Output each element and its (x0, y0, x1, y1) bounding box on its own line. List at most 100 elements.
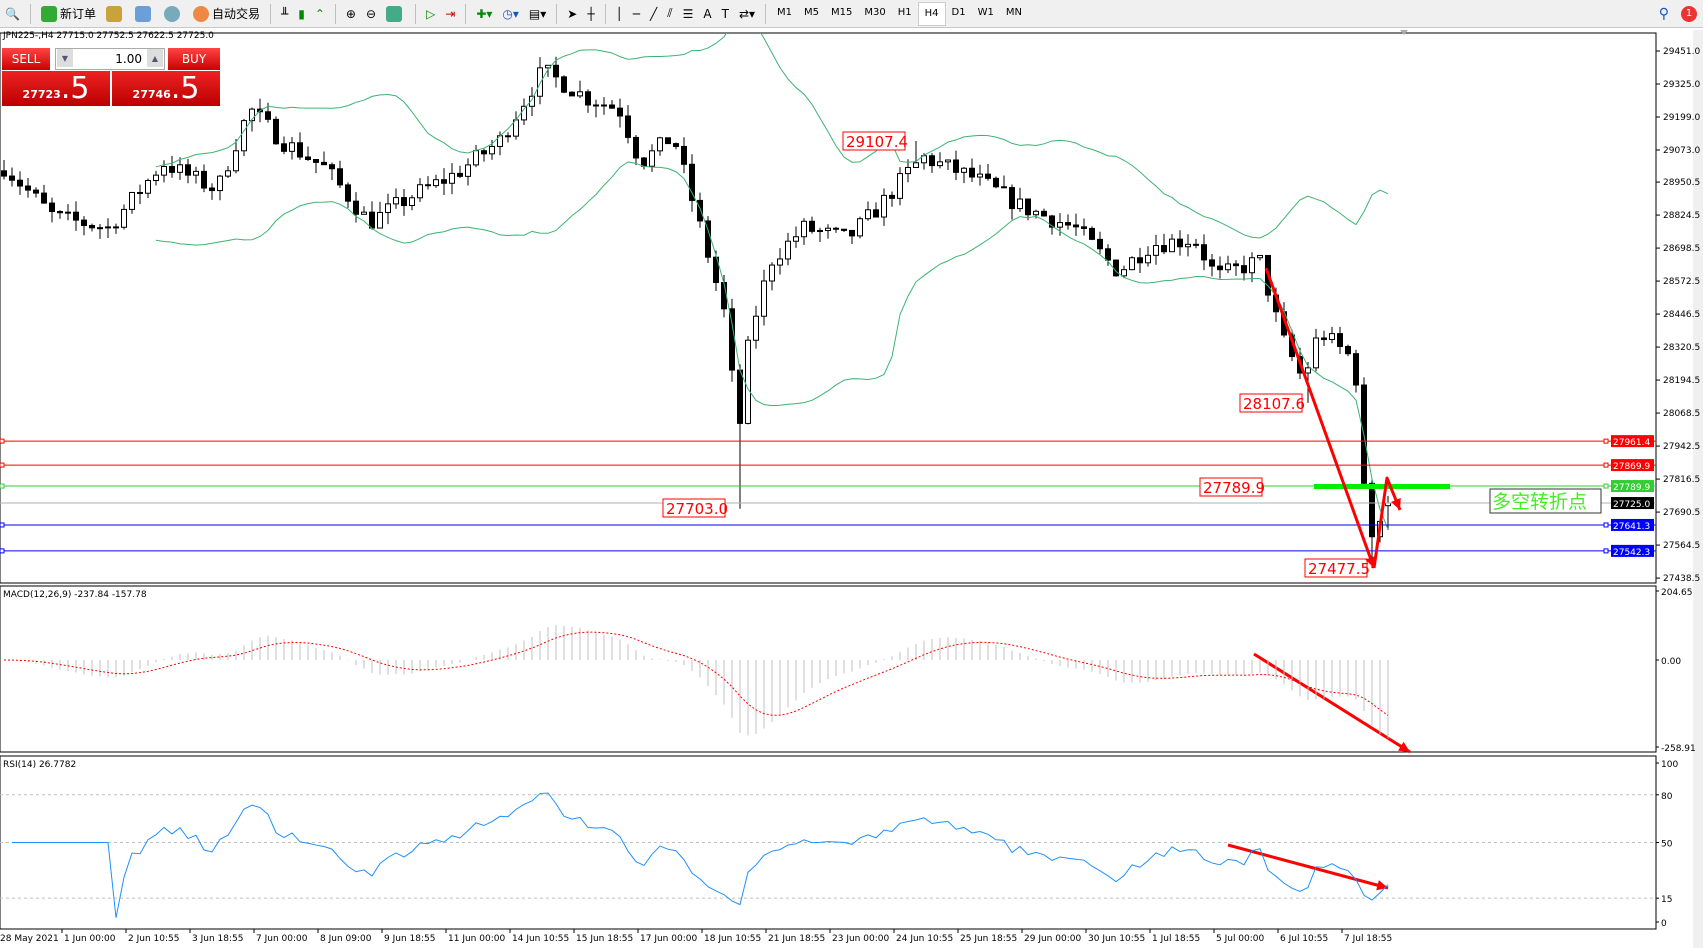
tile-icon (386, 5, 403, 22)
candle (1017, 187, 1023, 212)
macd-tick-label: -258.91 (1661, 744, 1696, 754)
periods-button[interactable]: ◷▾ (502, 6, 519, 21)
candle-body (289, 142, 295, 152)
time-label: 11 Jun 00:00 (448, 934, 505, 944)
candle-body (993, 177, 999, 188)
candle (209, 183, 215, 200)
horizontal-line-tool[interactable]: ─ (632, 6, 641, 21)
bar-chart-button[interactable]: ╨ (280, 6, 289, 21)
candle-body (657, 137, 663, 152)
candle-body (1201, 244, 1207, 261)
buy-price[interactable]: 27746.5 (112, 71, 220, 106)
candle-body (153, 174, 159, 182)
price-tick-label: 27816.5 (1663, 475, 1700, 485)
separator (269, 3, 271, 24)
new-order-icon (40, 5, 57, 22)
candle-body (393, 197, 399, 205)
indicators-button[interactable]: ✚▾ (476, 6, 493, 21)
candle (841, 228, 847, 232)
candle (881, 188, 887, 226)
candle-body (665, 137, 671, 145)
candle (1233, 260, 1239, 276)
candle-body (273, 118, 279, 145)
timeframe-w1[interactable]: W1 (977, 7, 994, 18)
candle (353, 192, 359, 223)
timeframe-m5[interactable]: M5 (804, 7, 820, 18)
templates-button[interactable]: ▤▾ (528, 6, 547, 21)
timeframe-m1[interactable]: M1 (777, 7, 793, 18)
text-label-tool[interactable]: T (721, 6, 729, 21)
candle-body (793, 236, 799, 242)
candle-body (1089, 227, 1095, 240)
candle (785, 232, 791, 266)
vertical-line-tool[interactable]: │ (615, 6, 623, 21)
new-order-button[interactable]: 新订单 (37, 3, 100, 25)
candle-body (313, 159, 319, 163)
candle (1321, 330, 1327, 346)
lot-decrease-button[interactable]: ▼ (57, 49, 73, 67)
candles (1, 56, 1391, 568)
candle-body (1025, 198, 1031, 216)
candle-body (73, 211, 79, 221)
zoom-icon[interactable]: 🔍 (5, 6, 20, 21)
tile-windows-button[interactable] (382, 3, 409, 25)
candle-body (1241, 265, 1247, 274)
level-handle (0, 522, 5, 528)
lot-size-input[interactable]: 1.00 (55, 48, 165, 70)
price-tick-label: 29199.0 (1663, 113, 1700, 123)
level-price-label: 27641.3 (1613, 522, 1650, 532)
timeframe-m15[interactable]: M15 (831, 7, 853, 18)
candle-body (1305, 367, 1311, 374)
chart-canvas[interactable]: 29451.0 29325.0 29199.0 29073.0 28950.5 28824… (0, 30, 1703, 948)
market-watch-button[interactable] (102, 3, 129, 25)
search-icon[interactable]: ⚲ (1658, 5, 1669, 22)
candle (609, 100, 615, 109)
candle (393, 188, 399, 209)
fibonacci-tool[interactable]: ☰ (682, 6, 694, 21)
channel-tool[interactable]: ⫽ (667, 6, 673, 20)
sell-button[interactable]: SELL (2, 48, 50, 70)
lot-increase-button[interactable]: ▲ (147, 49, 163, 67)
chart-shift-button[interactable]: ⇥ (445, 6, 456, 21)
notifications-badge[interactable]: 1 (1681, 5, 1697, 22)
candle (1153, 234, 1159, 265)
candle (1137, 247, 1143, 274)
candle (993, 176, 999, 189)
sell-price-main: 27723 (22, 88, 61, 101)
navigator-button[interactable] (131, 3, 158, 25)
candle-body (1233, 263, 1239, 267)
cursor-tool[interactable]: ➤ (567, 6, 578, 21)
trendline-tool[interactable]: ╱ (650, 6, 658, 21)
candle (1225, 255, 1231, 274)
timeframe-h1[interactable]: H1 (897, 7, 912, 18)
timeframe-d1[interactable]: D1 (951, 7, 966, 18)
candle-body (729, 308, 735, 371)
arrows-tool[interactable]: ⇄▾ (738, 6, 756, 21)
zoom-out-button[interactable]: ⊖ (365, 6, 377, 21)
timeframe-mn[interactable]: MN (1005, 7, 1022, 18)
candle (417, 178, 423, 202)
candle-body (761, 280, 767, 317)
candle-body (1177, 238, 1183, 248)
candle (1177, 230, 1183, 256)
buy-button[interactable]: BUY (168, 48, 220, 70)
candle-body (697, 199, 703, 222)
candlestick-button[interactable]: ▮ (298, 6, 305, 21)
candle (1169, 234, 1175, 253)
crosshair-tool[interactable]: ┼ (587, 6, 595, 21)
auto-scroll-button[interactable]: ▷ (426, 6, 436, 21)
signals-button[interactable] (160, 3, 187, 25)
time-label: 6 Jul 10:55 (1280, 934, 1328, 944)
candle-body (737, 369, 743, 424)
chart-header: JPN225-,H4 27715.0 27752.5 27622.5 27725… (3, 31, 214, 41)
candle (809, 216, 815, 234)
sell-price[interactable]: 27723.5 (2, 71, 110, 106)
line-chart-button[interactable]: ⌃ (314, 6, 325, 21)
zoom-in-button[interactable]: ⊕ (345, 6, 356, 21)
candle-body (1113, 259, 1119, 277)
candle (1329, 326, 1335, 344)
timeframe-m30[interactable]: M30 (864, 7, 886, 18)
auto-trading-button[interactable]: 自动交易 (189, 3, 264, 25)
timeframe-h4[interactable]: H4 (917, 1, 946, 26)
text-tool[interactable]: A (703, 6, 712, 21)
